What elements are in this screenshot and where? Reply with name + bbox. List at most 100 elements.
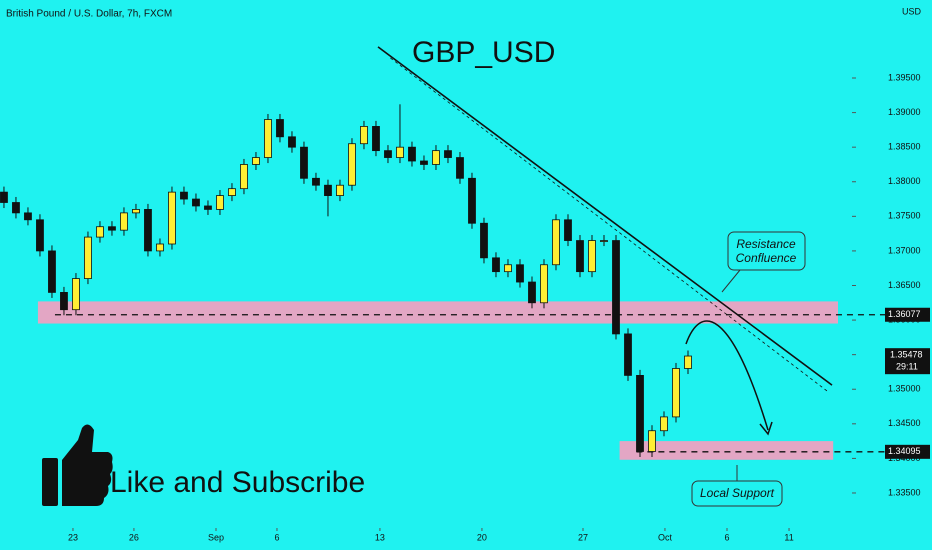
candle-body [384, 150, 392, 158]
candle-body [180, 191, 188, 200]
currency-label: USD [902, 6, 922, 16]
price-zone [619, 441, 834, 460]
candle-body [192, 198, 200, 207]
candle-body [564, 219, 572, 241]
candle-body [624, 333, 632, 376]
candle-body [636, 375, 644, 452]
candle-body [492, 257, 500, 273]
x-tick-label: Oct [658, 532, 673, 542]
candle-body [204, 205, 212, 210]
candle-body [576, 240, 584, 273]
candle-body [408, 146, 416, 162]
candle-body [276, 119, 284, 138]
x-tick-label: 11 [784, 532, 793, 542]
x-tick-label: 6 [274, 532, 279, 542]
candle-body [120, 212, 128, 231]
candle-body [648, 430, 656, 452]
candle-body [312, 177, 320, 186]
candle-body [288, 136, 296, 148]
candle-body [240, 164, 248, 190]
candle-body [432, 150, 440, 165]
candle-body [48, 250, 56, 293]
candle-body [348, 143, 356, 186]
candle-body [12, 202, 20, 214]
resistance-note: Resistance Confluence [736, 237, 797, 265]
x-tick-label: 26 [129, 532, 139, 542]
chart-title: British Pound / U.S. Dollar, 7h, FXCM [6, 9, 172, 20]
candle-body [672, 368, 680, 418]
y-tick-label: 1.37000 [888, 245, 921, 255]
x-tick-label: 27 [578, 532, 588, 542]
price-zone [37, 301, 838, 324]
plot-area [0, 46, 885, 531]
note-line: Resistance [736, 237, 796, 251]
projection-arrow [685, 320, 769, 431]
candle-body [660, 416, 668, 432]
arrow-head [759, 421, 773, 436]
y-tick-label: 1.33500 [888, 487, 921, 497]
candle-body [72, 278, 80, 311]
candle-body [684, 355, 692, 369]
x-tick-label: 6 [724, 532, 729, 542]
y-tick-label: 1.38500 [888, 142, 921, 152]
call-to-action: Like and Subscribe [110, 466, 365, 499]
candle-body [468, 177, 476, 224]
y-tick-label: 1.34500 [888, 418, 921, 428]
y-tick-label: 1.36500 [888, 280, 921, 290]
level-price-label: 1.34095 [888, 446, 921, 456]
candle-body [24, 212, 32, 221]
last-price-label: 1.35478 [890, 350, 923, 360]
candle-body [456, 157, 464, 179]
candle-body [612, 240, 620, 335]
last-price-box [885, 348, 930, 375]
candle-body [540, 264, 548, 304]
candle-body [480, 222, 488, 259]
candle-body [324, 184, 332, 196]
candle-body [108, 226, 116, 231]
candle-body [588, 240, 596, 273]
thumb-icon [42, 424, 113, 506]
candle-body [144, 209, 152, 252]
candle-body [528, 281, 536, 304]
x-tick-label: 20 [477, 532, 487, 542]
candle-body [264, 119, 272, 158]
x-tick-label: 13 [375, 532, 385, 542]
candle-body [60, 292, 68, 311]
level-price-box [885, 444, 930, 459]
candle-body [300, 146, 308, 179]
candle-body [360, 126, 368, 145]
candle-body [36, 219, 44, 252]
x-tick-label: Sep [208, 532, 224, 542]
level-price-box [885, 307, 930, 322]
y-tick-label: 1.38000 [888, 176, 921, 186]
trendline [377, 46, 833, 386]
candle-body [228, 188, 236, 196]
candle-body [552, 219, 560, 266]
candle-body [600, 240, 608, 242]
y-tick-label: 1.39500 [888, 72, 921, 82]
trendline [390, 57, 829, 393]
countdown-label: 29:11 [896, 362, 918, 372]
candle-body [84, 236, 92, 279]
note-line: Confluence [736, 251, 797, 265]
x-tick-label: 23 [68, 532, 78, 542]
candle-body [156, 243, 164, 252]
y-tick-label: 1.37500 [888, 211, 921, 221]
candle-body [420, 160, 428, 165]
level-price-label: 1.36077 [888, 309, 921, 319]
candle-body [372, 126, 380, 152]
candle-body [504, 264, 512, 273]
candle-body [516, 264, 524, 283]
callout-box [727, 231, 806, 271]
candle-body [444, 150, 452, 158]
candle-body [0, 191, 8, 203]
candle-body [132, 209, 140, 214]
candle-body [336, 184, 344, 196]
candle-body [216, 195, 224, 210]
y-tick-label: 1.39000 [888, 107, 921, 117]
support-note: Local Support [700, 486, 775, 500]
candle-body [96, 226, 104, 238]
candle-body [252, 157, 260, 165]
